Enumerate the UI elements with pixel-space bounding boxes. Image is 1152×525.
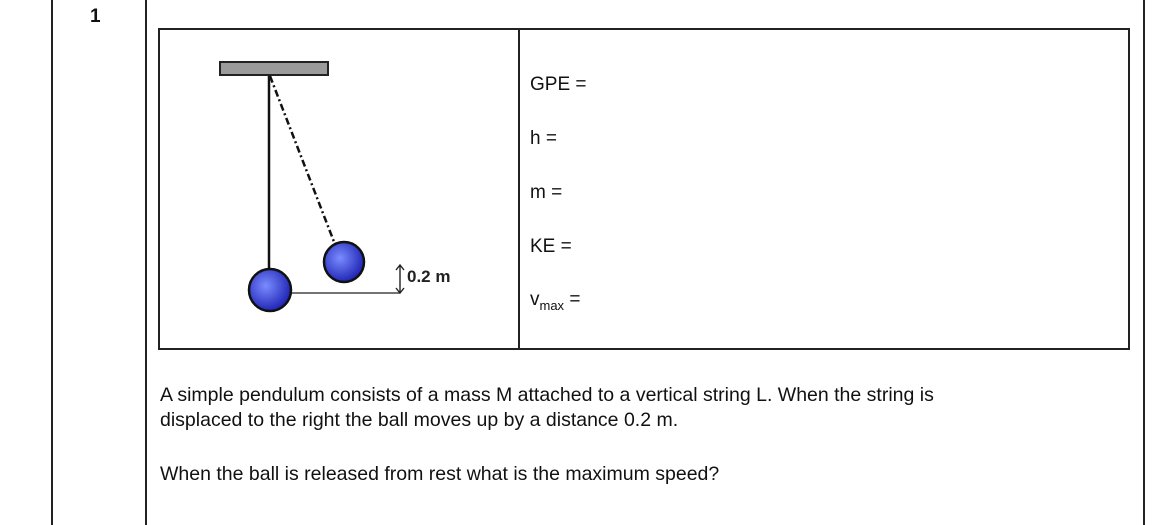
- page-right-border: [1143, 0, 1145, 525]
- question-paragraph-2: When the ball is released from rest what…: [160, 463, 720, 485]
- vmax-subscript: max: [539, 297, 565, 313]
- question-number: 1: [90, 6, 101, 27]
- pendulum-string-displaced: [268, 75, 338, 248]
- vmax-symbol: v: [530, 289, 540, 310]
- height-arrow-head-top: [395, 263, 405, 271]
- formula-gpe: GPE =: [530, 74, 587, 95]
- paragraph-1-line-2: displaced to the right the ball moves up…: [160, 409, 679, 431]
- pendulum-ball-rest: [247, 267, 293, 313]
- paragraph-1-line-1: A simple pendulum consists of a mass M a…: [160, 384, 934, 406]
- left-margin-line: [51, 0, 53, 525]
- height-arrow-head-bottom: [395, 287, 405, 295]
- pendulum-ball-displaced: [322, 240, 366, 284]
- pendulum-support: [219, 61, 329, 76]
- question-paragraph-1: A simple pendulum consists of a mass M a…: [160, 383, 934, 433]
- right-margin-line: [145, 0, 147, 525]
- table-divider: [518, 30, 520, 348]
- formula-vmax: vmax =: [530, 289, 580, 313]
- formula-ke: KE =: [530, 236, 572, 257]
- formula-m: m =: [530, 182, 563, 203]
- question-figure-table: 0.2 m GPE = h = m = KE = vmax =: [158, 28, 1130, 350]
- vmax-equals: =: [569, 289, 581, 310]
- pendulum-diagram: 0.2 m: [219, 61, 450, 313]
- height-label: 0.2 m: [407, 267, 450, 286]
- formula-h: h =: [530, 128, 557, 149]
